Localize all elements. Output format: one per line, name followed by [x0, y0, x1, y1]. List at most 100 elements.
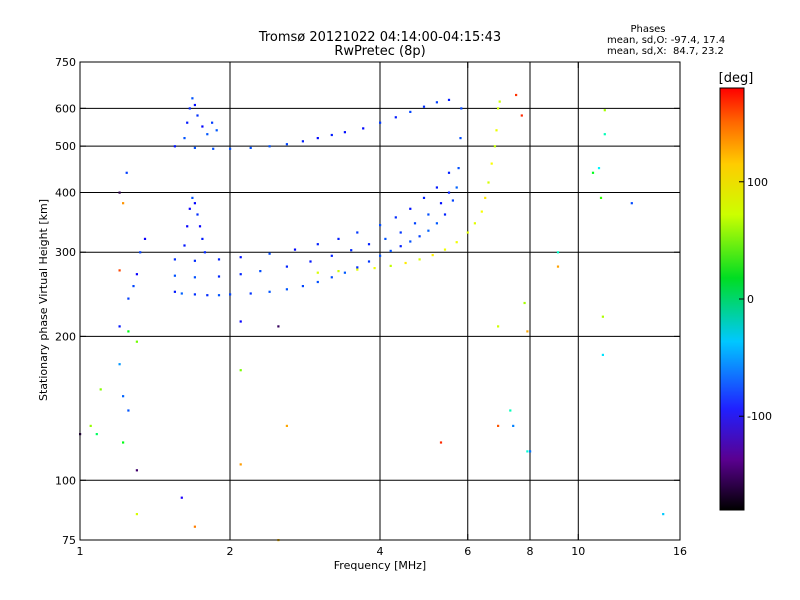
data-point: [217, 258, 221, 261]
y-tick-label: 500: [55, 140, 76, 153]
data-point: [413, 222, 417, 225]
data-point: [118, 325, 121, 328]
data-point: [132, 285, 135, 288]
data-point: [418, 235, 421, 238]
data-point: [285, 288, 288, 291]
data-point: [367, 260, 371, 263]
data-point: [191, 97, 194, 100]
data-point: [447, 171, 451, 174]
data-point: [497, 325, 500, 328]
data-point: [487, 181, 490, 184]
data-point: [447, 98, 451, 101]
stats-x-mode: mean, sd,X: 84.7, 23.2: [607, 46, 724, 57]
chart-subtitle: RwPretec (8p): [334, 44, 425, 59]
data-points: [79, 93, 665, 542]
data-point: [285, 143, 288, 146]
data-point: [135, 340, 138, 343]
data-point: [217, 275, 221, 278]
data-point: [460, 107, 463, 110]
data-point: [203, 251, 206, 254]
data-point: [526, 330, 529, 333]
data-point: [215, 129, 218, 132]
data-point: [249, 292, 252, 295]
data-point: [316, 243, 319, 246]
colorbar-ticks: 100 0 -100: [739, 176, 772, 423]
data-point: [379, 224, 382, 227]
data-point: [316, 137, 319, 140]
data-point: [515, 93, 518, 97]
y-tick-label: 200: [55, 330, 76, 343]
data-point: [239, 273, 242, 276]
data-point: [337, 237, 340, 240]
data-point: [206, 133, 209, 136]
data-point: [597, 167, 601, 170]
data-point: [601, 353, 604, 356]
data-point: [384, 237, 387, 240]
data-point: [409, 110, 412, 113]
colorbar-tick-label: 0: [747, 293, 754, 306]
data-point: [285, 265, 288, 268]
data-point: [343, 271, 346, 274]
data-point: [173, 290, 176, 293]
data-point: [427, 229, 430, 232]
data-point: [473, 222, 476, 225]
data-point: [135, 273, 138, 276]
data-point: [127, 330, 130, 333]
data-point: [451, 199, 454, 202]
data-point: [196, 114, 199, 117]
data-point: [356, 266, 359, 269]
data-point: [118, 363, 121, 366]
y-tick-label: 75: [62, 534, 76, 547]
data-point: [350, 249, 353, 252]
x-axis-label: Frequency [MHz]: [334, 559, 426, 572]
data-point: [196, 213, 199, 216]
data-point: [389, 249, 392, 252]
data-point: [497, 107, 500, 110]
data-point: [394, 116, 397, 119]
data-point: [201, 125, 204, 128]
data-point: [556, 265, 560, 268]
data-point: [259, 270, 262, 273]
data-point: [193, 276, 196, 279]
stats-heading: Phases: [630, 24, 665, 35]
data-point: [466, 231, 469, 234]
axes: 1 2 4 6 8 10 16 75 100 200 300 400 500 600 750: [55, 56, 687, 558]
data-point: [239, 369, 242, 372]
data-point: [193, 525, 196, 528]
data-point: [180, 292, 183, 295]
data-point: [173, 274, 176, 277]
colorbar-tick-label: -100: [747, 410, 772, 423]
y-axis-label: Stationary phase Virtual Height [km]: [37, 199, 50, 401]
data-point: [356, 268, 359, 271]
data-point: [526, 450, 529, 453]
data-point: [603, 109, 606, 112]
data-point: [183, 244, 186, 247]
data-point: [122, 395, 125, 398]
data-point: [188, 207, 191, 210]
data-point: [193, 103, 196, 107]
data-point: [122, 441, 125, 444]
data-point: [409, 240, 412, 243]
data-point: [457, 167, 460, 170]
data-point: [356, 231, 359, 234]
data-point: [435, 101, 438, 104]
data-point: [455, 241, 458, 244]
data-point: [523, 301, 526, 305]
data-point: [316, 280, 319, 284]
data-point: [373, 267, 376, 270]
data-point: [409, 207, 412, 210]
data-point: [529, 450, 532, 453]
data-point: [484, 196, 487, 199]
data-point: [431, 254, 434, 257]
data-point: [135, 513, 138, 516]
data-point: [193, 146, 196, 149]
data-point: [186, 225, 189, 228]
data-point: [439, 441, 443, 444]
y-tick-label: 100: [55, 474, 76, 487]
data-point: [206, 294, 209, 297]
data-point: [439, 202, 443, 205]
x-tick-label: 10: [571, 545, 585, 558]
data-point: [520, 114, 523, 117]
data-point: [512, 424, 515, 427]
